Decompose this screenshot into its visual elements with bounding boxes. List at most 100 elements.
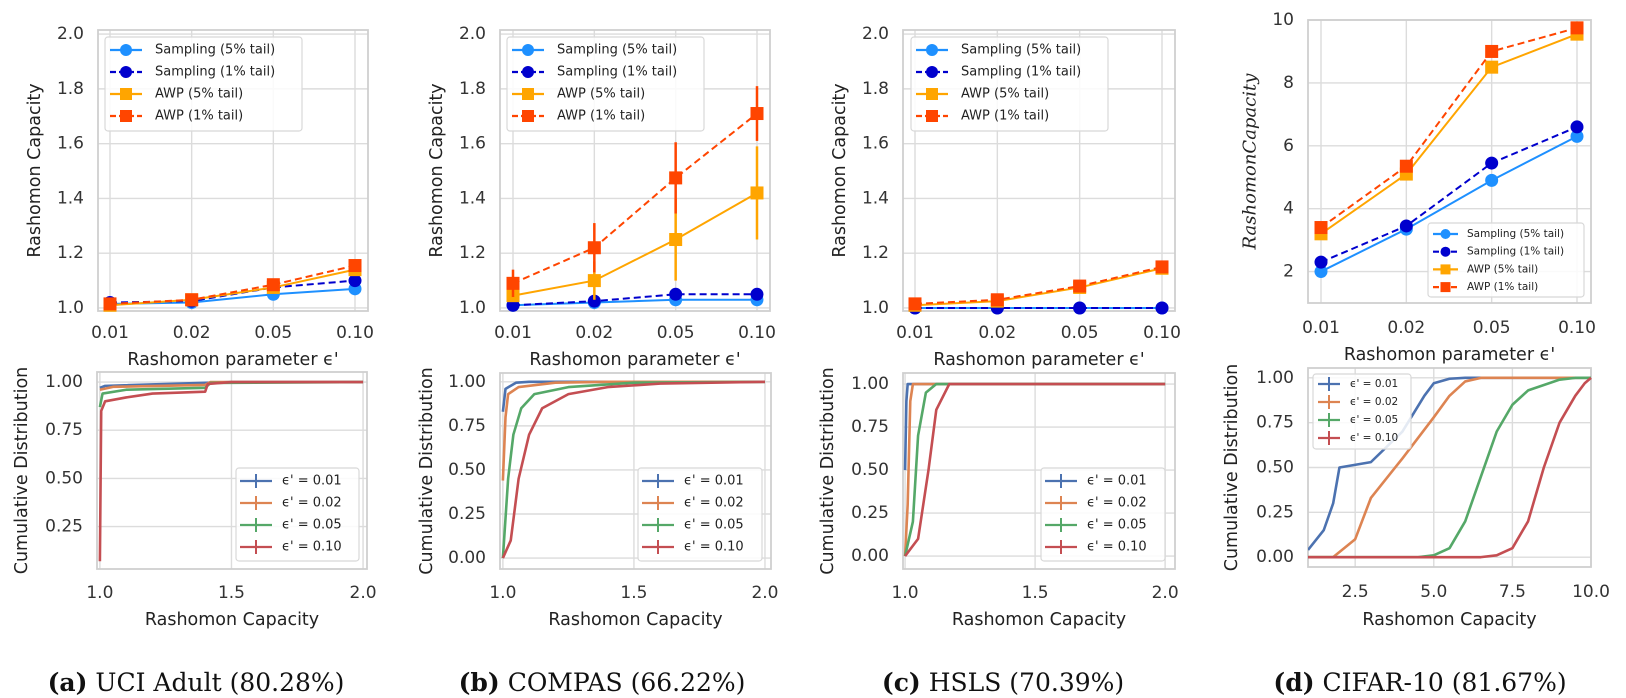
x-tick-label: 0.10 xyxy=(738,323,776,343)
data-point xyxy=(185,293,199,307)
series-line xyxy=(914,265,1163,305)
legend-label: ϵ' = 0.10 xyxy=(282,540,342,555)
data-point xyxy=(1485,60,1499,74)
cdf-line xyxy=(98,380,364,562)
x-tick-label: 0.02 xyxy=(173,323,211,343)
legend-marker xyxy=(1440,246,1451,257)
legend: ϵ' = 0.01 ϵ' = 0.02 ϵ' = 0.05 ϵ' = 0.10 xyxy=(235,467,360,562)
data-point xyxy=(1485,156,1499,170)
caption-text: UCI Adult (80.28%) xyxy=(95,668,344,697)
x-axis-label: Rashomon parameter ϵ' xyxy=(933,350,1144,370)
y-tick-label: 1.0 xyxy=(459,298,486,318)
y-tick-label: 0.75 xyxy=(45,420,83,440)
legend: Sampling (5% tail) Sampling (1% tail) AWP … xyxy=(506,36,705,132)
legend-box xyxy=(1312,373,1412,450)
x-tick-label: 0.01 xyxy=(896,323,934,343)
subfigure-caption: (b) COMPAS (66.22%) xyxy=(459,668,746,697)
legend: Sampling (5% tail) Sampling (1% tail) AWP … xyxy=(104,36,303,132)
cdf-line xyxy=(501,380,765,559)
legend-marker xyxy=(926,88,938,100)
legend-label: ϵ' = 0.01 xyxy=(1350,378,1398,390)
series-3 xyxy=(501,380,765,559)
y-tick-label: 0.75 xyxy=(1256,413,1294,433)
data-point xyxy=(348,259,362,273)
legend-label: ϵ' = 0.05 xyxy=(1087,518,1147,533)
x-axis-label: Rashomon Capacity xyxy=(145,610,319,630)
data-point xyxy=(1485,44,1499,58)
legend-marker xyxy=(1440,282,1451,293)
y-axis-label: Rashomon Capacity xyxy=(830,83,850,257)
legend-label: Sampling (5% tail) xyxy=(557,43,677,58)
legend-marker xyxy=(120,110,132,122)
x-tick-label: 0.02 xyxy=(978,323,1016,343)
series-2 xyxy=(103,263,362,312)
data-point xyxy=(669,287,683,301)
x-tick-label: 2.5 xyxy=(1342,582,1369,602)
x-tick-label: 1.5 xyxy=(218,583,245,603)
series-line xyxy=(512,112,758,285)
cdf-line xyxy=(1308,376,1591,559)
y-tick-label: 1.6 xyxy=(862,134,889,154)
plot-frame xyxy=(902,372,1176,570)
chart-b-top: 1.0 1.2 1.4 1.6 1.8 2.0 0.01 0.02 0.05 0.10 Rashom… xyxy=(427,24,776,370)
x-tick-label: 5.0 xyxy=(1420,582,1447,602)
y-tick-label: 0.25 xyxy=(45,517,83,537)
legend-label: Sampling (5% tail) xyxy=(1467,228,1564,240)
caption-space xyxy=(87,668,95,697)
series-line xyxy=(1320,125,1578,264)
legend: ϵ' = 0.01 ϵ' = 0.02 ϵ' = 0.05 ϵ' = 0.10 xyxy=(1040,467,1166,562)
data-point xyxy=(506,276,520,290)
legend-box xyxy=(637,467,763,562)
legend-marker xyxy=(1440,229,1451,239)
legend-box xyxy=(910,36,1109,132)
legend-label: AWP (5% tail) xyxy=(557,87,645,102)
x-axis-label: Rashomon parameter ϵ' xyxy=(1344,345,1555,365)
series-line xyxy=(512,298,757,307)
x-tick-label: 2.0 xyxy=(751,583,778,603)
y-tick-label: 0.50 xyxy=(851,460,889,480)
y-axis-label: Cumulative Distribution xyxy=(12,367,32,575)
chart-b-bottom: 0.00 0.25 0.50 0.75 1.00 1.0 1.5 2.0 Rashomon Ca… xyxy=(417,367,778,630)
legend-label: AWP (1% tail) xyxy=(155,109,243,124)
y-tick-label: 1.00 xyxy=(448,372,486,392)
series-2 xyxy=(501,380,765,559)
x-tick-label: 2.0 xyxy=(350,583,377,603)
x-tick-label: 0.10 xyxy=(336,323,374,343)
y-axis-label: Cumulative Distribution xyxy=(818,367,838,575)
y-tick-label: 2.0 xyxy=(57,24,84,44)
y-tick-label: 0.50 xyxy=(45,468,83,488)
x-axis-label: Rashomon parameter ϵ' xyxy=(127,350,338,370)
series-0 xyxy=(506,293,764,312)
y-tick-label: 1.8 xyxy=(57,79,84,99)
plot-frame xyxy=(96,371,368,570)
legend-label: ϵ' = 0.05 xyxy=(684,518,744,533)
legend-box xyxy=(1427,222,1585,298)
cdf-line xyxy=(904,382,1166,557)
y-axis-label: Cumulative Distribution xyxy=(1222,364,1242,572)
legend-label: ϵ' = 0.02 xyxy=(684,496,744,511)
series-line xyxy=(109,264,356,305)
series-2 xyxy=(908,261,1169,312)
series-1 xyxy=(1308,376,1591,559)
subfigure-caption: (c) HSLS (70.39%) xyxy=(882,668,1124,697)
legend-label: Sampling (5% tail) xyxy=(961,43,1081,58)
cdf-line xyxy=(501,380,765,559)
y-tick-label: 0.75 xyxy=(448,416,486,436)
y-tick-label: 0.25 xyxy=(1256,502,1294,522)
caption-space xyxy=(500,668,508,697)
y-tick-label: 0.50 xyxy=(1256,458,1294,478)
data-point xyxy=(587,241,601,255)
legend-label: ϵ' = 0.02 xyxy=(1350,396,1398,408)
x-tick-label: 0.10 xyxy=(1558,318,1596,338)
legend-label: ϵ' = 0.01 xyxy=(1087,474,1147,489)
x-tick-label: 0.10 xyxy=(1143,323,1181,343)
data-point xyxy=(1399,159,1413,173)
y-tick-label: 0.50 xyxy=(448,460,486,480)
caption-letter: (a) xyxy=(48,668,88,697)
y-tick-label: 1.8 xyxy=(459,79,486,99)
series-line xyxy=(1320,26,1578,229)
x-tick-label: 10.0 xyxy=(1572,582,1610,602)
x-tick-label: 0.02 xyxy=(1387,318,1425,338)
legend-label: Sampling (1% tail) xyxy=(961,65,1081,80)
series-1 xyxy=(1314,120,1584,269)
